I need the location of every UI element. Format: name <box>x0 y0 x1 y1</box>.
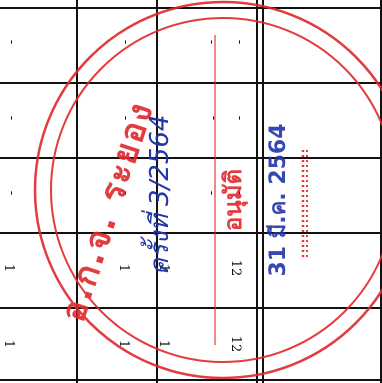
cell: 1 <box>116 340 131 348</box>
stamp-outer-ring <box>33 0 382 380</box>
cell: 1 <box>1 340 16 348</box>
cell: - <box>232 191 247 195</box>
stamp-inner-ring <box>50 17 382 363</box>
cell: 12 <box>228 260 243 277</box>
handwritten-meeting-text: ครั้งที่ 3/2564 <box>140 115 175 276</box>
cell: - <box>4 40 19 44</box>
cell: - <box>4 116 19 120</box>
cell: - <box>232 40 247 44</box>
cell: 1 <box>1 264 16 272</box>
cell: - <box>118 40 133 44</box>
cell: - <box>118 191 133 195</box>
cell: - <box>232 116 247 120</box>
cell: - <box>206 116 221 120</box>
cell: 12 <box>228 336 243 353</box>
cell: - <box>204 191 219 195</box>
table-cells: - - - - - - - - - - - - 1 1 1 12 1 1 1 1… <box>1 40 247 352</box>
cell: 1 <box>156 264 171 272</box>
cell: - <box>4 191 19 195</box>
stamp-date-text: 31 มี.ค. 2564 <box>266 123 291 276</box>
cell: - <box>118 116 133 120</box>
cell: 1 <box>156 340 171 348</box>
cell: - <box>204 40 219 44</box>
stamp-approved-text: อนุมัติ <box>219 169 249 231</box>
cell: 1 <box>116 264 131 272</box>
